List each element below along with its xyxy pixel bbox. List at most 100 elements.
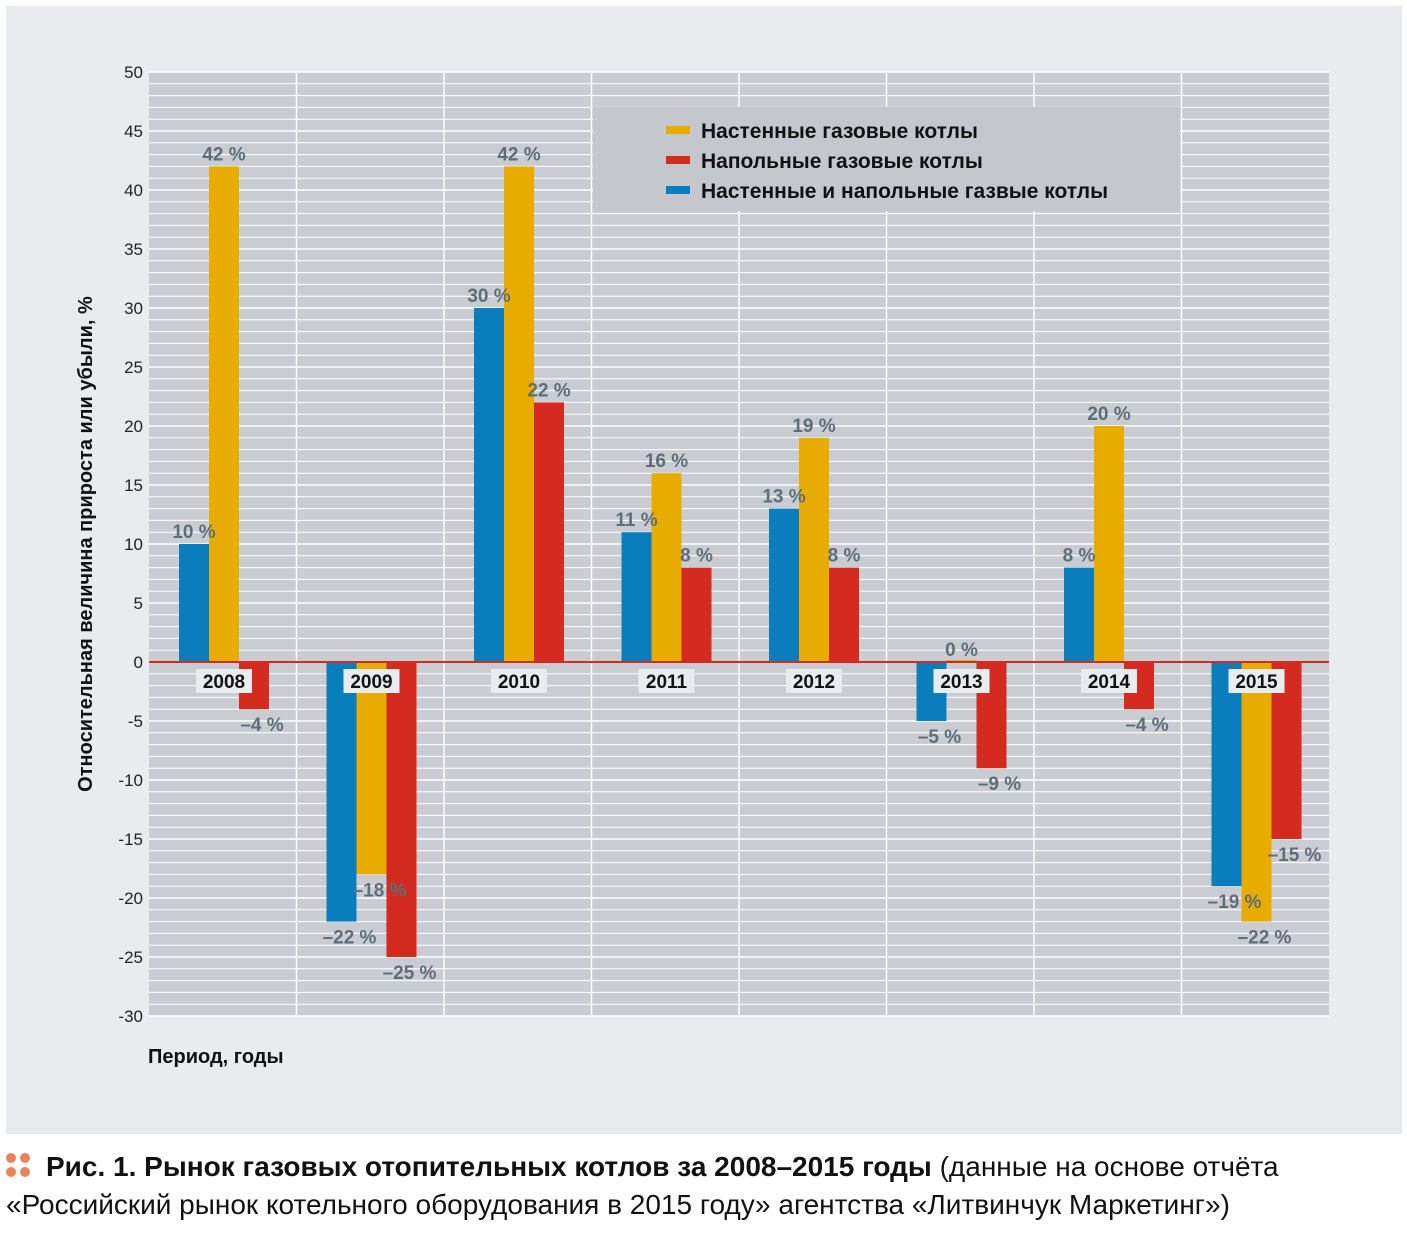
category-label-bg — [1228, 669, 1285, 693]
y-tick-label: 20 — [124, 417, 143, 436]
four-dots-icon — [6, 1153, 32, 1179]
y-tick-label: 40 — [124, 181, 143, 200]
data-labels: 10 % –22 % 30 % 11 % 13 % –5 % 8 % –19 % 42 % –18… — [172, 144, 1321, 984]
y-tick-label: 35 — [124, 240, 143, 259]
bar — [799, 437, 829, 662]
data-label: 42 % — [497, 144, 540, 165]
data-label: 8 % — [680, 546, 713, 567]
data-label: 8 % — [828, 546, 861, 567]
y-tick-label: -10 — [118, 771, 143, 790]
category-labels: 2008 2009 2010 2011 2012 2013 2014 2015 — [196, 669, 1285, 693]
category-label: 2011 — [638, 669, 695, 693]
bar — [534, 402, 564, 662]
legend-label: Настенные и напольные газвые котлы — [701, 180, 1108, 203]
x-axis-title: Период, годы — [148, 1046, 284, 1068]
y-tick-label: -25 — [118, 948, 143, 967]
y-axis-title: Относительная величина прироста или убыл… — [75, 296, 97, 792]
y-tick-label: -20 — [118, 889, 143, 908]
category-label-text: 2013 — [940, 672, 982, 693]
legend: Настенные газовые котлы Напольные газовые… — [593, 107, 1180, 211]
legend-label: Настенные газовые котлы — [701, 120, 978, 143]
data-label: 42 % — [202, 144, 245, 165]
bar — [651, 473, 682, 662]
category-label-text: 2009 — [350, 672, 392, 693]
y-tick-label: 5 — [134, 594, 143, 613]
bar — [769, 508, 799, 662]
y-tick-label: 15 — [124, 476, 143, 495]
bar — [1211, 662, 1242, 887]
category-label-bg — [933, 669, 990, 693]
data-label: –4 % — [240, 715, 283, 736]
y-tick-label: -30 — [118, 1007, 143, 1026]
data-label: –15 % — [1268, 845, 1322, 866]
category-label-bg — [1081, 669, 1137, 693]
data-label: –4 % — [1125, 715, 1168, 736]
data-label: –18 % — [353, 880, 407, 901]
bar — [209, 166, 239, 662]
caption-title: Рис. 1. Рынок газовых отопительных котло… — [46, 1151, 932, 1182]
data-label: –22 % — [1238, 928, 1292, 949]
category-label-bg — [491, 669, 547, 693]
data-label: 0 % — [945, 640, 978, 661]
bar — [326, 662, 357, 922]
data-label: –25 % — [383, 963, 437, 984]
data-label: 11 % — [615, 510, 657, 531]
legend-swatch — [666, 186, 690, 194]
category-label-text: 2011 — [646, 672, 688, 693]
y-tick-label: -15 — [118, 830, 143, 849]
category-label: 2013 — [933, 669, 990, 693]
bar — [1064, 567, 1094, 662]
figure-caption: Рис. 1. Рынок газовых отопительных котло… — [6, 1148, 1402, 1224]
bar — [474, 308, 504, 662]
bar — [386, 662, 417, 957]
y-tick-label: 0 — [134, 653, 143, 672]
y-tick-label: 10 — [124, 535, 143, 554]
category-label-text: 2008 — [203, 672, 245, 693]
category-label-bg — [638, 669, 695, 693]
category-label: 2010 — [491, 669, 547, 693]
category-label: 2008 — [196, 669, 252, 693]
category-label-bg — [196, 669, 252, 693]
bar — [681, 567, 712, 662]
bar-chart: 2008 2009 2010 2011 2012 2013 2014 2015 10 %–22… — [75, 63, 1329, 1068]
data-label: 16 % — [645, 451, 688, 472]
data-label: 30 % — [467, 286, 510, 307]
chart-figure: 2008 2009 2010 2011 2012 2013 2014 2015 10 % –22… — [6, 6, 1402, 1134]
data-label: 20 % — [1087, 404, 1130, 425]
bar — [356, 662, 387, 875]
category-label: 2012 — [786, 669, 842, 693]
legend-swatch — [666, 156, 690, 164]
category-label: 2009 — [343, 669, 400, 693]
category-label: 2014 — [1081, 669, 1137, 693]
y-tick-label: 45 — [124, 122, 143, 141]
bar — [1094, 426, 1124, 662]
y-tick-label: -5 — [128, 712, 143, 731]
data-label: 8 % — [1063, 546, 1096, 567]
data-label: –19 % — [1208, 892, 1262, 913]
category-label: 2015 — [1228, 669, 1285, 693]
bar — [829, 567, 859, 662]
category-label-text: 2014 — [1088, 672, 1131, 693]
data-label: –5 % — [918, 727, 961, 748]
bar — [1241, 662, 1272, 922]
category-label-text: 2012 — [793, 672, 835, 693]
category-label-bg — [343, 669, 400, 693]
bars — [179, 166, 1302, 957]
legend-label: Напольные газовые котлы — [701, 150, 983, 173]
data-label: 22 % — [527, 380, 570, 401]
category-label-text: 2010 — [498, 672, 540, 693]
y-tick-label: 25 — [124, 358, 143, 377]
grid-lines — [149, 71, 1329, 1017]
y-tick-label: 30 — [124, 299, 143, 318]
bar — [179, 544, 209, 662]
data-label: 13 % — [762, 487, 805, 508]
category-label-bg — [786, 669, 842, 693]
bar — [621, 532, 652, 662]
data-label: –9 % — [978, 774, 1021, 795]
legend-box — [593, 107, 1180, 211]
y-tick-label: 50 — [124, 63, 143, 82]
data-label: 10 % — [172, 522, 215, 543]
data-label: –22 % — [323, 928, 377, 949]
category-label-text: 2015 — [1235, 672, 1278, 693]
data-label: 19 % — [792, 416, 835, 437]
